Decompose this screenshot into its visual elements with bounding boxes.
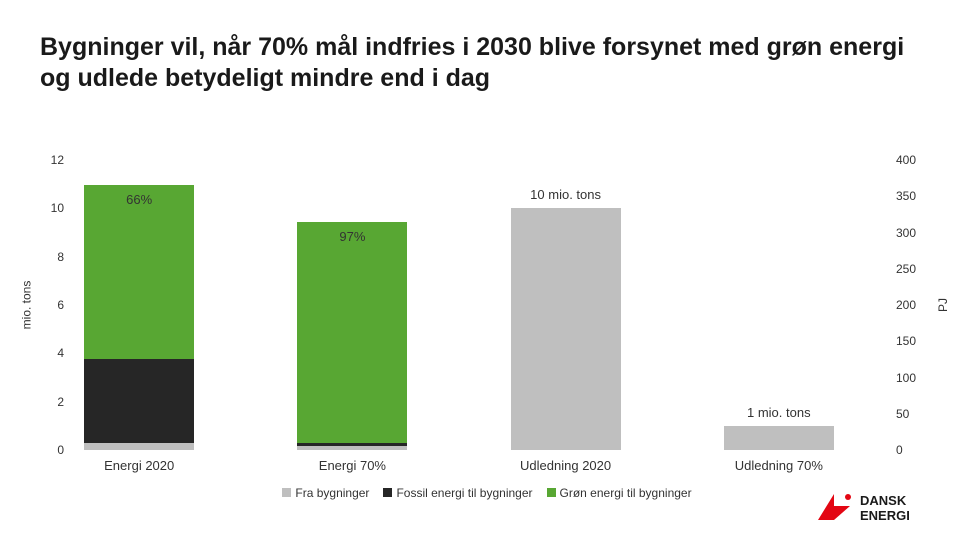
bar-segment [297,446,407,450]
bar-pct-label: 66% [84,192,194,207]
x-category-label: Udledning 2020 [491,458,641,473]
y-right-tick: 200 [896,298,930,312]
legend-label: Fra bygninger [295,486,369,500]
slide: Bygninger vil, når 70% mål indfries i 20… [0,0,960,540]
bar-annotation: 1 mio. tons [747,405,811,420]
legend: Fra bygninger Fossil energi til bygninger… [70,485,890,500]
brand-logo: DANSK ENERGI [816,490,936,526]
legend-swatch [282,488,291,497]
y-right-tick: 50 [896,407,930,421]
y-left-axis-label: mio. tons [19,281,33,330]
legend-swatch [547,488,556,497]
legend-swatch [383,488,392,497]
legend-label: Fossil energi til bygninger [396,486,532,500]
y-left-tick: 12 [34,153,64,167]
x-category-label: Energi 2020 [64,458,214,473]
bar-segment [84,185,194,359]
plot-area: 66% 97% 10 mio. tons 1 mio. tons [70,160,890,450]
bar-segment [297,222,407,443]
bar-segment [297,443,407,447]
y-left-tick: 2 [34,395,64,409]
bar-segment [84,359,194,442]
y-right-axis-label: PJ [936,298,950,312]
bar-segment [724,426,834,450]
stacked-bar [724,426,834,450]
chart: mio. tons PJ 66%97%10 mio. tons1 mio. to… [70,160,890,450]
y-right-tick: 350 [896,189,930,203]
y-right-tick: 100 [896,371,930,385]
y-left-tick: 4 [34,346,64,360]
logo-mark-icon [818,494,851,520]
stacked-bar [297,222,407,450]
y-right-tick: 150 [896,334,930,348]
legend-label: Grøn energi til bygninger [560,486,692,500]
y-right-tick: 250 [896,262,930,276]
x-category-label: Energi 70% [277,458,427,473]
y-right-tick: 400 [896,153,930,167]
y-right-tick: 0 [896,443,930,457]
stacked-bar [84,185,194,450]
bar-pct-label: 97% [297,229,407,244]
y-left-tick: 8 [34,250,64,264]
bar-segment [84,443,194,450]
bar-annotation: 10 mio. tons [530,187,601,202]
logo-text-bottom: ENERGI [860,508,910,523]
y-right-tick: 300 [896,226,930,240]
logo-text-top: DANSK [860,493,907,508]
y-left-tick: 0 [34,443,64,457]
y-left-tick: 10 [34,201,64,215]
y-left-tick: 6 [34,298,64,312]
slide-title: Bygninger vil, når 70% mål indfries i 20… [40,32,920,95]
bar-segment [511,208,621,450]
stacked-bar [511,208,621,450]
x-category-label: Udledning 70% [704,458,854,473]
